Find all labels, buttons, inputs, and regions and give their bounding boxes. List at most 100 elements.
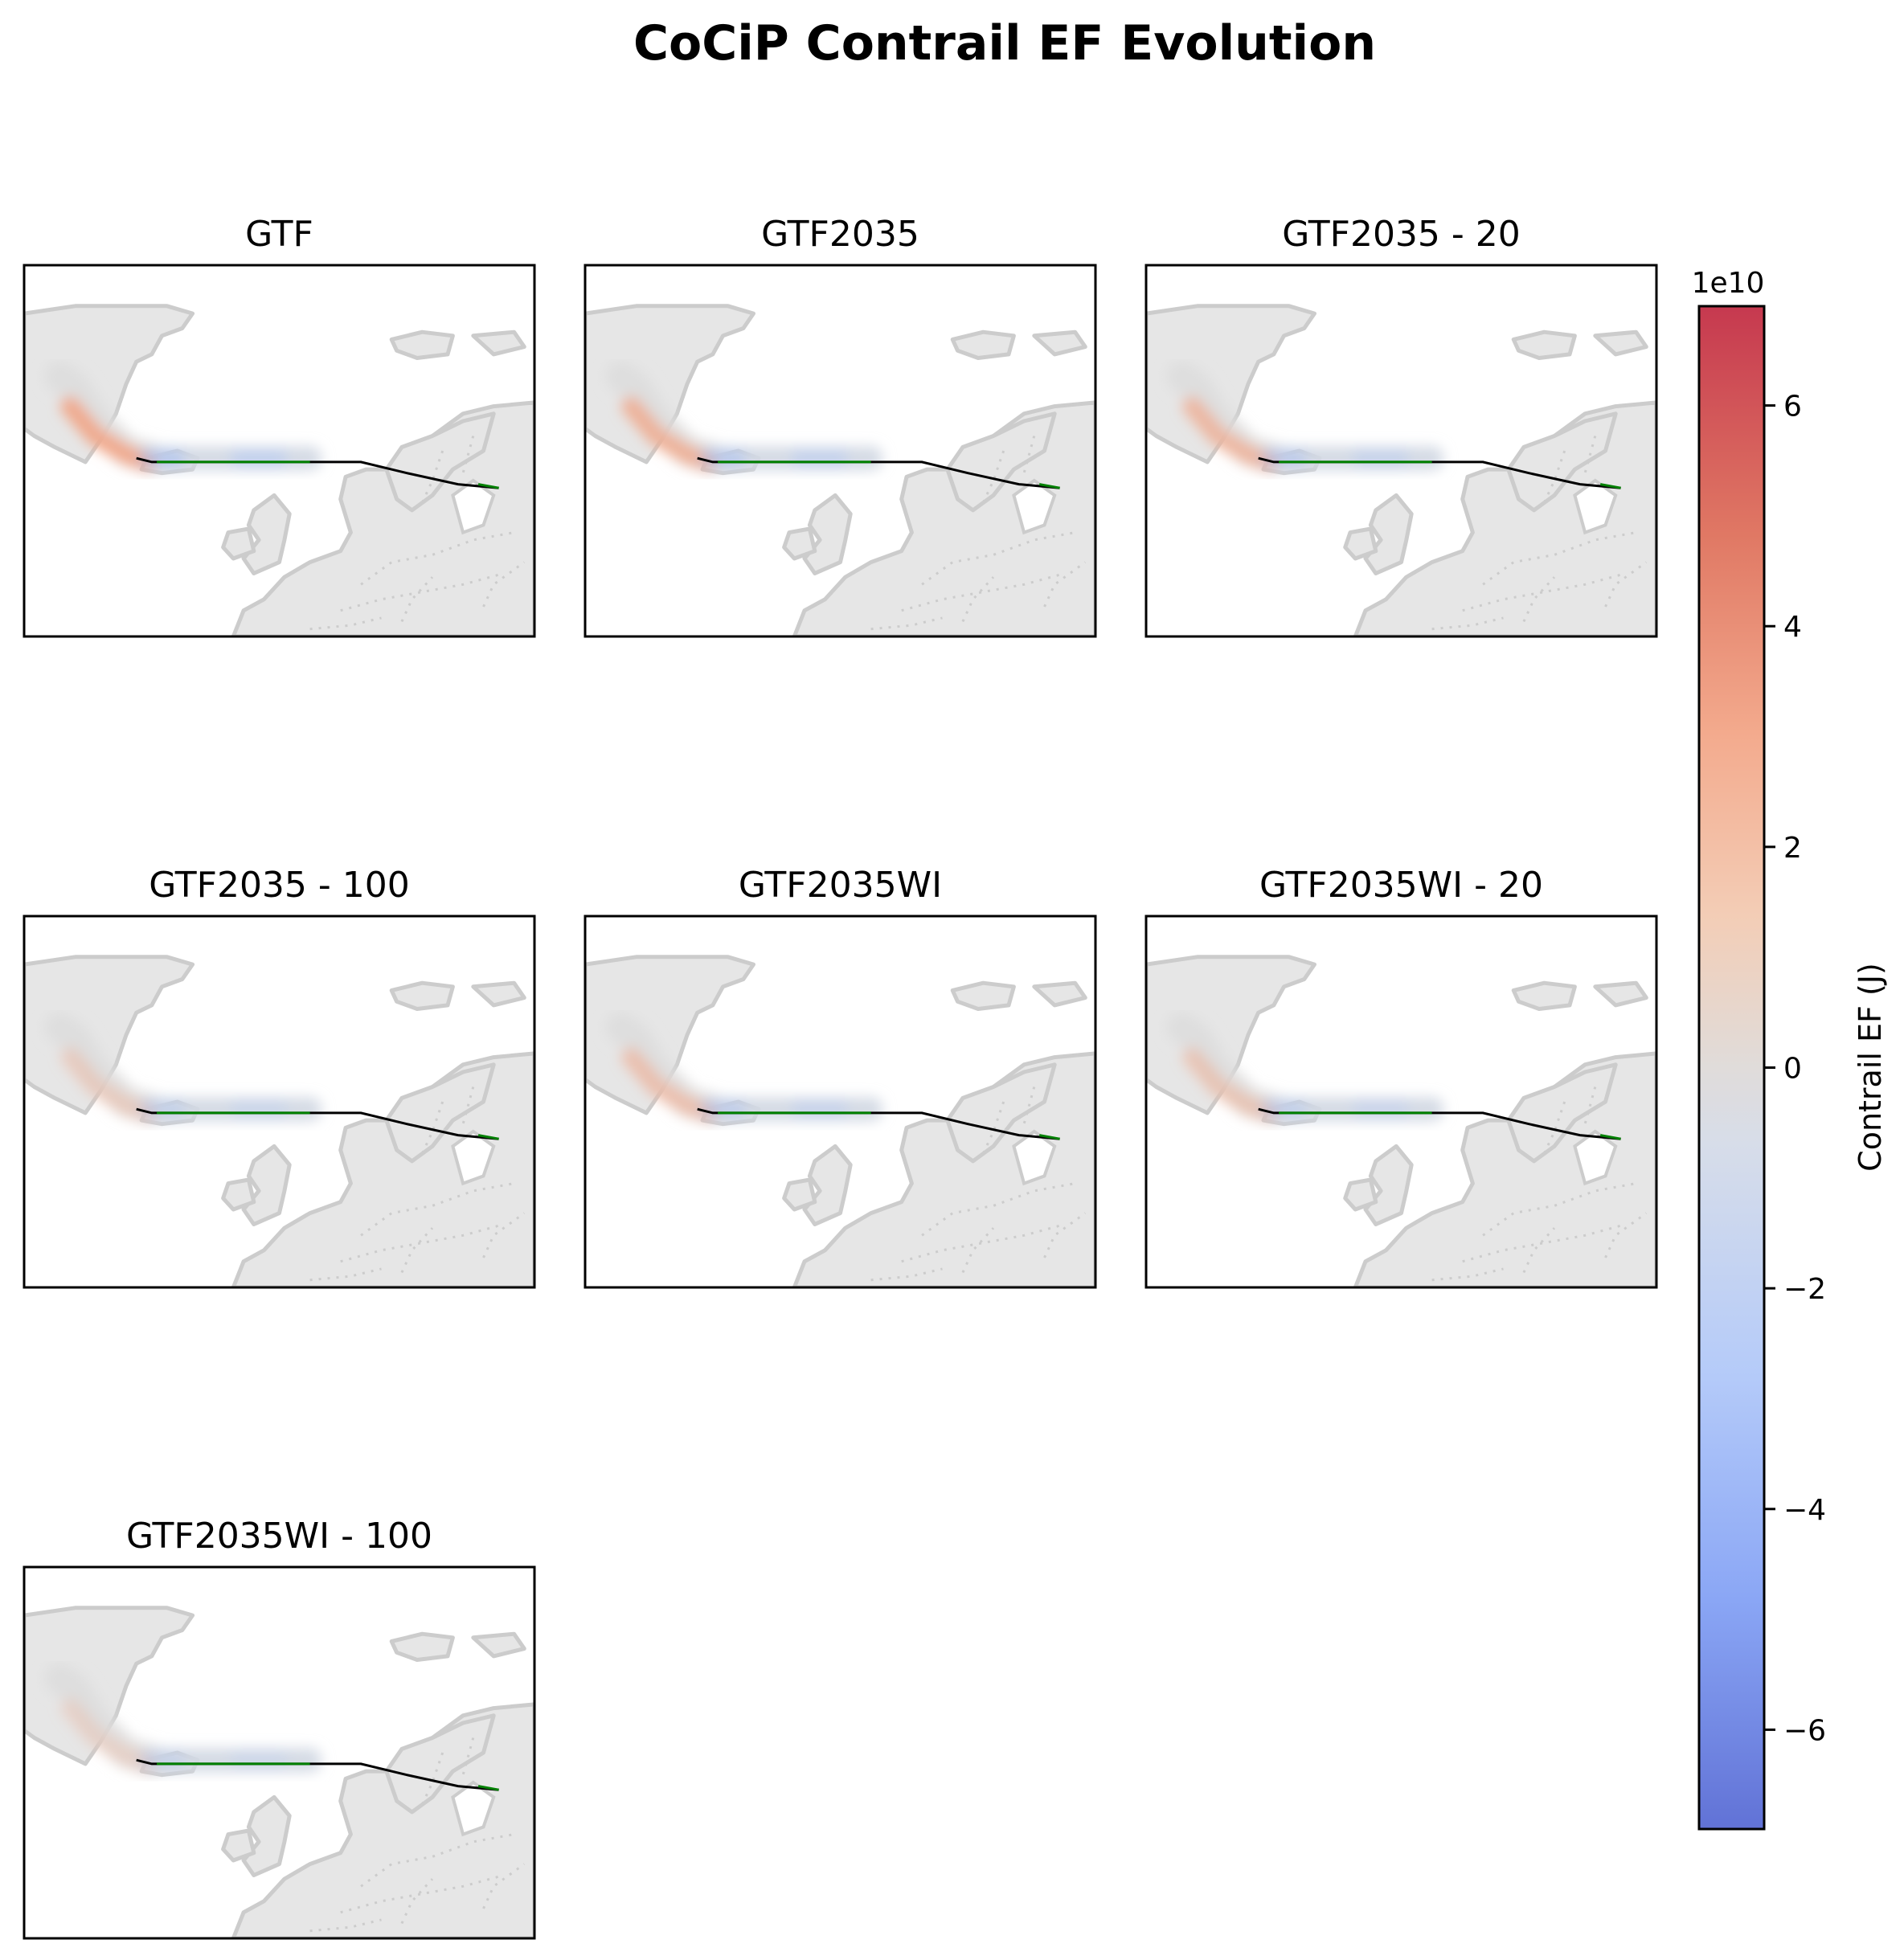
flight-path (697, 1107, 1060, 1140)
country-border (901, 1223, 1066, 1263)
contrail-forming-segment (1599, 483, 1621, 489)
land-mass (24, 1606, 195, 1766)
baltic-sea (451, 1129, 496, 1186)
land-mass (1593, 980, 1648, 1008)
country-border (1022, 436, 1036, 474)
flight-path (136, 1107, 499, 1140)
colorbar-tick-label: 6 (1783, 391, 1802, 424)
flight-path (136, 1758, 499, 1791)
land-mass (24, 304, 195, 464)
country-border (420, 450, 444, 504)
panel-title: GTF2035WI (739, 865, 942, 906)
country-border (309, 1267, 382, 1282)
land-mass (1032, 329, 1087, 357)
land-mass (471, 329, 526, 357)
land-mass (1032, 980, 1087, 1008)
country-border (961, 1227, 995, 1274)
country-border (461, 436, 475, 474)
flight-path (1258, 456, 1621, 489)
map-panels: GTF GTF2035 GTF2035 - 20 GTF2035 - 100 GTF20… (23, 214, 1658, 1940)
map-panel: GTF2035WI - 20 (1144, 865, 1658, 1289)
country-border (1431, 1267, 1504, 1282)
country-border (309, 616, 382, 631)
panel-title: GTF2035 (761, 214, 919, 255)
map-content (24, 1567, 534, 1938)
country-border (1522, 576, 1556, 623)
land-mass (1506, 1062, 1618, 1164)
land-mass (802, 493, 853, 575)
colorbar-ticks: 6 4 2 0 −2 −4 −6 (1764, 391, 1826, 1747)
panel-frame (23, 1565, 536, 1940)
contrail-forming-segment (477, 1134, 499, 1140)
land-mass (950, 980, 1016, 1011)
contrail-forming-segment (477, 483, 499, 489)
colorbar-tick-label: 2 (1783, 832, 1802, 865)
land-mass (221, 1177, 256, 1212)
country-border (309, 1918, 382, 1933)
colorbar-tick-label: −4 (1783, 1494, 1826, 1527)
map-content (24, 916, 534, 1287)
baltic-sea (1012, 1129, 1057, 1186)
country-border (461, 1737, 475, 1776)
land-mass (471, 980, 526, 1008)
country-border (400, 1878, 434, 1925)
country-border (340, 1874, 505, 1914)
contrail-forming-segment (1038, 483, 1060, 489)
baltic-sea (451, 1780, 496, 1837)
country-border (340, 1223, 505, 1263)
land-mass (241, 493, 292, 575)
map-panel: GTF2035 - 100 (23, 865, 536, 1289)
land-mass (241, 1144, 292, 1226)
colorbar-tick-label: −2 (1783, 1273, 1826, 1306)
map-content (585, 916, 1095, 1287)
panel-frame (23, 915, 536, 1289)
country-border (420, 1752, 444, 1806)
land-mass (241, 1794, 292, 1877)
land-mass (782, 526, 817, 561)
panel-frame (1144, 915, 1658, 1289)
panel-frame (23, 264, 536, 638)
land-mass (1506, 411, 1618, 513)
country-border (961, 576, 995, 623)
country-border (1022, 1086, 1036, 1125)
land-mass (1146, 955, 1316, 1115)
land-mass (945, 411, 1057, 513)
country-border (400, 576, 434, 623)
land-mass (1511, 329, 1577, 360)
land-mass (1363, 1144, 1414, 1226)
colorbar-tick-label: 0 (1783, 1053, 1802, 1086)
land-mass (585, 955, 755, 1115)
flight-path (697, 456, 1060, 489)
country-border (1462, 572, 1627, 612)
map-panel: GTF2035WI - 100 (23, 1516, 536, 1940)
land-mass (471, 1631, 526, 1659)
flight-path (136, 456, 499, 489)
country-border (1462, 1223, 1627, 1263)
land-mass (221, 526, 256, 561)
country-border (1583, 1086, 1597, 1125)
country-border (870, 616, 943, 631)
flight-path (1258, 1107, 1621, 1140)
land-mass (389, 1631, 455, 1662)
contrail-plume (44, 1663, 322, 1776)
panel-frame (1144, 264, 1658, 638)
land-mass (1363, 493, 1414, 575)
land-mass (384, 411, 496, 513)
map-panel: GTF (23, 214, 536, 638)
panel-title: GTF2035 - 100 (149, 865, 410, 906)
contrail-forming-segment (477, 1785, 499, 1791)
country-border (420, 1101, 444, 1155)
land-mass (1146, 304, 1316, 464)
country-border (1583, 436, 1597, 474)
panel-title: GTF2035WI - 100 (126, 1516, 432, 1557)
contrail-forming-segment (1038, 1134, 1060, 1140)
map-panel: GTF2035WI (583, 865, 1097, 1289)
baltic-sea (1573, 478, 1618, 535)
colorbar-offset-text: 1e10 (1692, 267, 1765, 300)
country-border (981, 1101, 1005, 1155)
land-mass (1511, 980, 1577, 1011)
land-mass (782, 1177, 817, 1212)
land-mass (585, 304, 755, 464)
land-mass (1343, 526, 1378, 561)
